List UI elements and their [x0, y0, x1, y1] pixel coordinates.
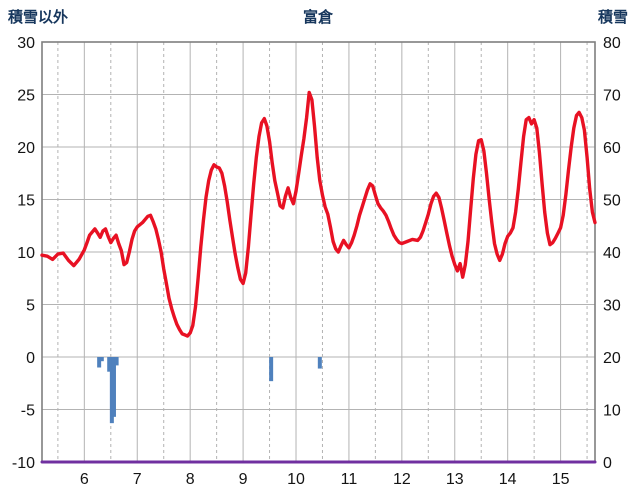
- left-axis-tick-label: 15: [17, 193, 35, 210]
- x-axis-tick-label: 15: [552, 471, 570, 488]
- right-axis-tick-label: 50: [603, 193, 621, 210]
- right-axis-tick-label: 20: [603, 350, 621, 367]
- x-axis-tick-label: 11: [341, 471, 358, 488]
- left-axis-title: 積雪以外: [8, 9, 69, 26]
- left-axis-tick-label: -10: [12, 455, 35, 472]
- precip-bar: [269, 357, 274, 382]
- x-axis-tick-label: 12: [393, 471, 411, 488]
- precip-bar: [99, 357, 104, 362]
- left-axis-tick-label: -5: [21, 403, 35, 420]
- left-axis-tick-label: 10: [17, 245, 35, 262]
- right-axis-tick-label: 40: [603, 245, 621, 262]
- right-axis-tick-label: 70: [603, 88, 621, 105]
- x-axis-tick-label: 7: [133, 471, 142, 488]
- left-axis-tick-label: 25: [17, 88, 35, 105]
- x-axis-tick-label: 6: [80, 471, 89, 488]
- right-axis-tick-label: 10: [603, 403, 621, 420]
- x-axis-tick-label: 10: [287, 471, 305, 488]
- x-axis-tick-label: 8: [186, 471, 195, 488]
- temperature-line: [40, 90, 597, 338]
- x-axis-tick-label: 9: [239, 471, 248, 488]
- precip-bar: [114, 357, 119, 366]
- precip-bar: [97, 357, 102, 368]
- right-axis-title: 積雪: [597, 9, 628, 26]
- x-axis-tick-label: 14: [499, 471, 517, 488]
- precip-bar: [317, 357, 322, 369]
- precip-bar: [107, 357, 112, 372]
- right-axis-tick-label: 80: [603, 35, 621, 52]
- x-axis-tick-label: 13: [446, 471, 464, 488]
- right-axis-tick-label: 60: [603, 140, 621, 157]
- left-axis-tick-label: 0: [26, 350, 35, 367]
- left-axis-tick-label: 5: [26, 298, 35, 315]
- chart-title: 富倉: [302, 9, 333, 26]
- right-axis-tick-label: 30: [603, 298, 621, 315]
- precip-bar: [109, 357, 114, 424]
- left-axis-tick-label: 20: [17, 140, 35, 157]
- right-axis-tick-label: 0: [603, 455, 612, 472]
- left-axis-tick-label: 30: [17, 35, 35, 52]
- precip-bar: [111, 357, 116, 417]
